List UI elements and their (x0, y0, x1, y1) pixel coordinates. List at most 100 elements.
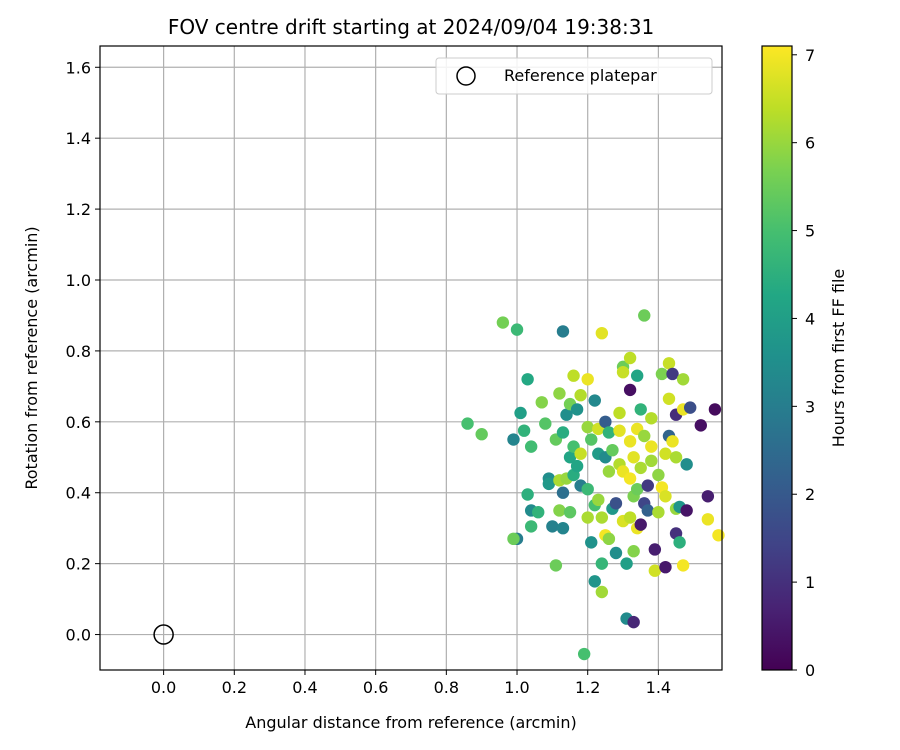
data-point (535, 396, 548, 409)
data-point (659, 447, 672, 460)
data-point (648, 543, 662, 556)
data-point (634, 461, 647, 475)
data-point (553, 504, 566, 517)
y-tick-label: 0.6 (66, 413, 91, 432)
data-point (616, 365, 630, 379)
x-tick-label: 1.2 (575, 678, 600, 697)
data-point (659, 560, 672, 574)
colorbar-tick-label: 1 (805, 573, 815, 592)
data-point (659, 490, 672, 503)
data-point (666, 435, 679, 448)
data-point (563, 506, 577, 519)
data-point (701, 513, 715, 526)
legend: Reference platepar (435, 57, 713, 95)
data-point (514, 406, 527, 420)
data-point (602, 426, 616, 439)
data-point (595, 585, 609, 599)
x-axis-label: Angular distance from reference (arcmin) (245, 713, 576, 732)
y-tick-label: 1.0 (66, 271, 91, 290)
data-point (676, 559, 690, 572)
y-tick-label: 1.4 (66, 129, 91, 148)
data-point (532, 506, 545, 519)
colorbar-tick-label: 5 (805, 222, 815, 241)
data-point (648, 564, 662, 577)
data-point (712, 529, 725, 542)
data-point (623, 383, 637, 397)
data-point (553, 387, 566, 400)
axis-ticks: 0.0 0.2 0.4 0.6 0.8 1.0 1.2 1.4 0.0 0.2 0.4 0.6 0.8 1… (66, 58, 672, 697)
colorbar-frame (761, 45, 793, 671)
data-point (606, 443, 619, 457)
data-point (581, 482, 594, 496)
data-point (581, 373, 594, 386)
colorbar-tick-label: 6 (805, 134, 815, 153)
y-tick-label: 0.4 (66, 484, 91, 503)
data-point (683, 401, 697, 414)
data-point (623, 472, 637, 485)
data-point (701, 490, 715, 503)
data-point (645, 454, 658, 468)
y-tick-label: 1.6 (66, 58, 91, 77)
data-point (662, 357, 676, 370)
data-point (673, 536, 686, 549)
data-point (623, 351, 637, 365)
data-point (666, 367, 679, 381)
data-point (652, 506, 665, 519)
data-point (680, 504, 693, 517)
data-point (641, 504, 654, 517)
data-point (638, 309, 651, 322)
colorbar-label: Hours from first FF file (829, 269, 848, 448)
reference-platepar-marker (153, 624, 174, 645)
data-point (521, 488, 534, 501)
data-point (599, 415, 612, 429)
data-point (676, 373, 690, 386)
data-point (521, 373, 534, 386)
data-point (630, 482, 644, 496)
data-point (496, 316, 510, 329)
data-point (623, 435, 637, 448)
colorbar-tick-label: 4 (805, 309, 815, 328)
data-point (627, 451, 640, 464)
data-point (556, 426, 570, 439)
data-point (595, 557, 609, 570)
legend-marker-open-circle (456, 66, 476, 86)
data-point (655, 367, 669, 381)
data-point (549, 559, 563, 572)
data-point (694, 419, 707, 432)
x-tick-label: 0.2 (222, 678, 247, 697)
data-point (461, 417, 474, 430)
data-point (585, 433, 598, 446)
data-point (613, 406, 626, 420)
data-point (570, 459, 584, 473)
y-axis-label: Rotation from reference (arcmin) (22, 226, 41, 489)
data-points (461, 309, 725, 661)
reference-marker-layer (153, 624, 174, 645)
data-point (641, 479, 654, 492)
data-point (588, 575, 601, 588)
data-point (634, 518, 647, 531)
colorbar-tick-label: 0 (805, 661, 815, 680)
data-point (645, 440, 658, 453)
data-point (507, 532, 520, 546)
data-point (613, 424, 626, 437)
x-tick-label: 1.0 (504, 678, 529, 697)
colorbar-gradient (762, 46, 792, 670)
data-point (560, 408, 573, 421)
data-point (563, 451, 577, 464)
data-point (507, 433, 520, 446)
data-point (592, 493, 605, 507)
data-point (570, 403, 584, 416)
data-point (638, 429, 651, 443)
data-point (556, 486, 570, 499)
x-tick-label: 0.0 (151, 678, 176, 697)
data-point (581, 511, 594, 524)
data-point (556, 521, 570, 535)
data-point (595, 326, 609, 340)
grid (100, 46, 722, 670)
colorbar-tick-label: 7 (805, 46, 815, 65)
colorbar-ticks: 0 1 2 3 4 5 6 7 (792, 46, 815, 680)
x-tick-label: 0.6 (363, 678, 388, 697)
data-point (567, 369, 580, 382)
data-point (627, 615, 640, 629)
